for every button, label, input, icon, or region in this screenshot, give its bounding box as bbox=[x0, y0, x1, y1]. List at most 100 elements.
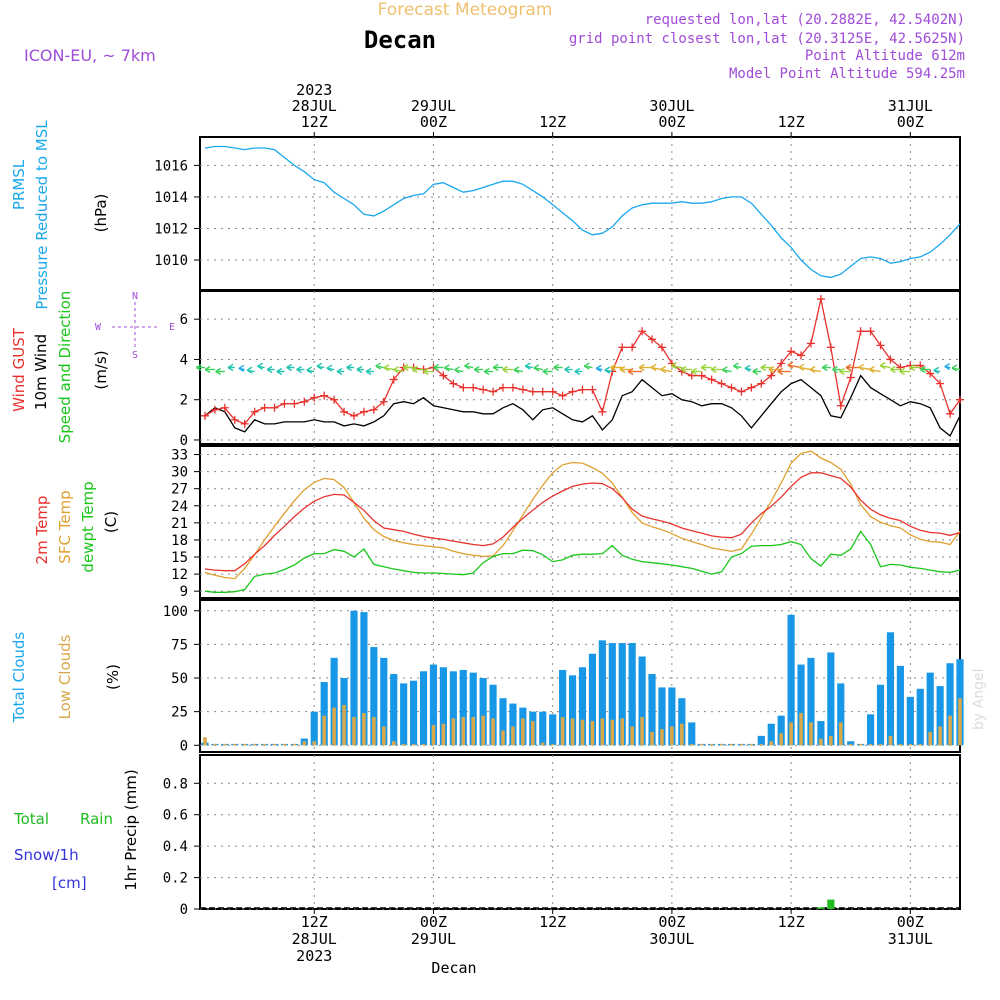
pressure-ytick-label: 1010 bbox=[154, 253, 188, 269]
total-cloud-bar bbox=[598, 640, 606, 746]
precip-unit: 1hr Precip (mm) bbox=[122, 769, 140, 890]
low-cloud-bar bbox=[938, 726, 942, 746]
compass-rose: N W E S bbox=[95, 291, 175, 361]
wind-arrow-head bbox=[196, 363, 202, 372]
total-cloud-bar bbox=[867, 714, 875, 746]
clouds-ytick-label: 100 bbox=[163, 604, 188, 620]
model-label: ICON-EU, ~ 7km bbox=[24, 46, 156, 65]
wind-arrow-head bbox=[595, 364, 602, 372]
temperature-ytick-label: 12 bbox=[171, 567, 188, 583]
wind-arrow-head bbox=[721, 366, 728, 374]
model-altitude: Model Point Altitude 594.25m bbox=[729, 66, 965, 82]
wind-gust-point bbox=[320, 391, 329, 400]
low-cloud-bar bbox=[819, 738, 823, 746]
low-cloud-bar bbox=[332, 707, 336, 746]
total-cloud-bar bbox=[499, 698, 507, 746]
wind-arrow-head bbox=[832, 365, 838, 374]
total-cloud-bar bbox=[777, 715, 785, 746]
low-cloud-bar bbox=[451, 718, 456, 746]
wind-ytick-label: 0 bbox=[180, 433, 188, 449]
low-cloud-bar bbox=[898, 743, 903, 746]
wind-gust-point bbox=[469, 383, 478, 392]
bottom-time-label: 12Z bbox=[301, 913, 328, 931]
top-time-label: 12Z bbox=[301, 113, 328, 131]
wind-arrow-head bbox=[286, 363, 293, 372]
prmsl-label: PRMSL bbox=[10, 159, 28, 210]
wind-arrow-head bbox=[909, 363, 916, 372]
wind-arrow-head bbox=[574, 367, 581, 376]
location-title: Decan bbox=[364, 26, 436, 54]
low-cloud-bar bbox=[650, 731, 654, 746]
wind-gust-point bbox=[548, 387, 557, 396]
wind-arrow-head bbox=[433, 363, 439, 372]
wind-gust-point bbox=[767, 371, 776, 380]
wind-arrow-head bbox=[454, 366, 460, 374]
wind-gust-point bbox=[508, 383, 517, 392]
total-cloud-bar bbox=[479, 678, 487, 746]
wind-arrow-head bbox=[365, 367, 372, 376]
wind-arrow-head bbox=[660, 365, 667, 374]
low-cloud-bar bbox=[391, 741, 396, 746]
wind-arrow-head bbox=[650, 363, 657, 372]
wind-gust-point bbox=[926, 369, 935, 378]
gridpoint-coords: grid point closest lon,lat (20.3125E, 42… bbox=[569, 31, 965, 47]
wind-arrow-head bbox=[732, 362, 739, 370]
watermark: by Angel bbox=[971, 669, 987, 730]
low-cloud-bar bbox=[699, 743, 704, 746]
wind-gust-point bbox=[538, 387, 547, 396]
wind-arrow-head bbox=[889, 365, 896, 374]
wind-gust-point bbox=[340, 407, 349, 416]
low-cloud-bar bbox=[203, 737, 207, 746]
low-cloud-bar bbox=[948, 715, 952, 746]
total-cloud-bar bbox=[797, 664, 805, 746]
wind-ytick-label: 4 bbox=[180, 352, 188, 368]
total-cloud-bar bbox=[400, 683, 408, 746]
wind-gust-point bbox=[787, 347, 796, 356]
wind-arrow-head bbox=[346, 363, 352, 372]
total-cloud-bar bbox=[817, 721, 825, 746]
pressure-msl-label: Pressure Reduced to MSL bbox=[33, 120, 51, 310]
pressure-ytick-label: 1014 bbox=[154, 190, 188, 206]
wind-arrow-head bbox=[604, 366, 611, 374]
wind-arrow-head bbox=[542, 367, 549, 376]
temperature-ytick-label: 21 bbox=[171, 516, 188, 532]
total-cloud-bar bbox=[380, 657, 388, 746]
low-cloud-bar bbox=[928, 731, 932, 746]
low-cloud-bar bbox=[213, 743, 217, 746]
wind-arrow-head bbox=[204, 365, 211, 374]
low-cloud-bar bbox=[302, 741, 307, 746]
wind-gust-point bbox=[628, 343, 637, 352]
low-cloud-bar bbox=[461, 717, 466, 746]
wind-gust-point bbox=[638, 327, 647, 336]
wind-gust-point bbox=[737, 387, 746, 396]
total-cloud-bar bbox=[628, 643, 636, 746]
wind-gust-point bbox=[707, 375, 716, 384]
low-cloud-bar bbox=[759, 743, 764, 746]
low-cloud-bar bbox=[799, 712, 803, 746]
total-cloud-bar bbox=[936, 686, 944, 746]
low-cloud-bar bbox=[749, 743, 754, 746]
low-cloud-bar bbox=[262, 743, 267, 746]
low-cloud-bar bbox=[540, 742, 545, 746]
low-cloud-bar bbox=[521, 718, 525, 746]
low-cloud-bar bbox=[858, 743, 863, 746]
wind-arrow-head bbox=[524, 362, 531, 370]
wind-gust-point bbox=[230, 415, 239, 424]
wind-arrow-head bbox=[879, 362, 886, 370]
wind-gust-point bbox=[300, 397, 309, 406]
low-cloud-bar bbox=[868, 743, 873, 746]
plot-area: 1010101210141016024691215182124273033025… bbox=[154, 81, 964, 965]
low-cloud-bar bbox=[729, 743, 734, 746]
low-cloud-bar bbox=[382, 726, 386, 746]
temperature-ytick-label: 33 bbox=[171, 448, 188, 464]
top-time-label: 00Z bbox=[658, 113, 685, 131]
low-cloud-bar bbox=[401, 743, 406, 746]
precip-frame bbox=[199, 754, 961, 910]
precip-ytick-label: 0.6 bbox=[163, 808, 188, 824]
low-cloud-bar bbox=[709, 743, 714, 746]
clouds-ytick-label: 0 bbox=[180, 738, 188, 754]
total-cloud-bar bbox=[767, 723, 775, 746]
wind-ytick-label: 2 bbox=[180, 393, 188, 409]
wind-gust-point bbox=[359, 407, 368, 416]
